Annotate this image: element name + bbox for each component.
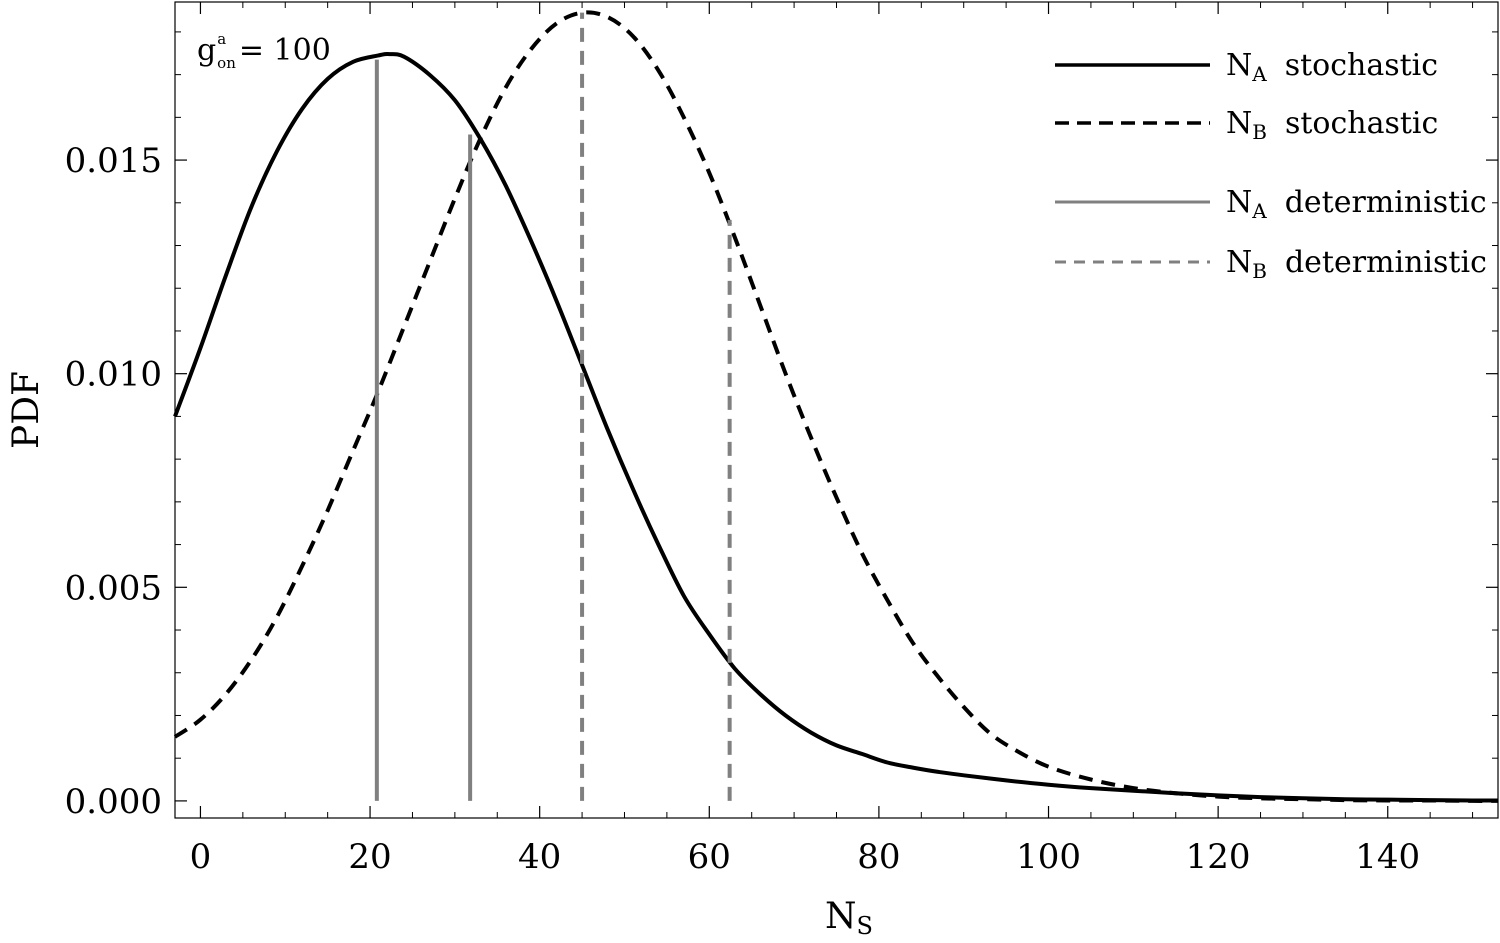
x-axis-label: NS — [825, 896, 873, 940]
x-tick-label: 140 — [1355, 837, 1420, 877]
legend-label: NB deterministic — [1226, 245, 1487, 283]
legend-label-sub: B — [1252, 259, 1267, 283]
x-tick-label: 100 — [1016, 837, 1081, 877]
x-axis: 0 20 40 60 80 100 120 140 — [190, 2, 1474, 877]
x-tick-label: 120 — [1186, 837, 1251, 877]
legend-label-text: stochastic — [1285, 106, 1438, 141]
legend-label: NA stochastic — [1226, 48, 1438, 86]
legend-label-text: deterministic — [1285, 245, 1487, 280]
legend-label: NB stochastic — [1226, 106, 1438, 144]
legend-label-main: N — [1226, 106, 1252, 141]
y-axis-label: PDF — [6, 371, 47, 449]
legend-label: NA deterministic — [1226, 185, 1487, 223]
x-tick-label: 20 — [348, 837, 391, 877]
legend-label-main: N — [1226, 245, 1252, 280]
annotation-base: g — [197, 33, 216, 68]
x-axis-label-sub: S — [857, 912, 873, 940]
x-tick-label: 80 — [857, 837, 900, 877]
legend-label-main: N — [1226, 185, 1252, 220]
series-layer — [173, 10, 1499, 803]
annotation-rest: = 100 — [239, 33, 331, 68]
y-axis: 0.000 0.005 0.010 0.015 — [65, 31, 1498, 822]
y-tick-label: 0.005 — [65, 568, 162, 608]
x-tick-label: 40 — [518, 837, 561, 877]
legend-label-sub: A — [1251, 62, 1267, 86]
legend-label-sub: A — [1251, 199, 1267, 223]
annotation-gon: ga on = 100 — [197, 30, 331, 72]
series-line-stochastic-b — [173, 10, 1499, 803]
legend-label-text: stochastic — [1285, 48, 1438, 83]
x-axis-label-main: N — [825, 896, 857, 937]
legend-label-text: deterministic — [1285, 185, 1487, 220]
x-tick-label: 60 — [688, 837, 731, 877]
legend-label-main: N — [1226, 48, 1252, 83]
y-tick-label: 0.000 — [65, 782, 162, 822]
y-tick-label: 0.015 — [65, 141, 162, 181]
series-line-stochastic-a — [173, 52, 1499, 803]
y-tick-label: 0.010 — [65, 355, 162, 395]
x-tick-label: 0 — [190, 837, 212, 877]
annotation-sub: on — [217, 54, 236, 72]
legend-label-sub: B — [1252, 120, 1267, 144]
annotation-sup: a — [217, 30, 226, 48]
